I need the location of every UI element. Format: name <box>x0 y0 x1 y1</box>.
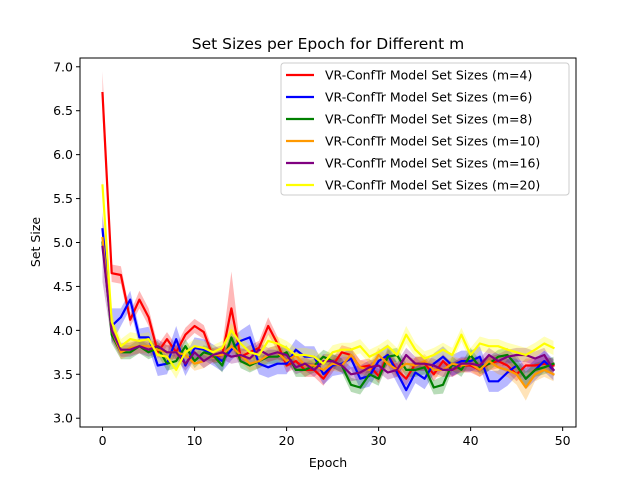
y-tick-label: 4.5 <box>53 279 73 294</box>
series-line-2 <box>101 228 556 392</box>
chart-title: Set Sizes per Epoch for Different m <box>192 35 464 53</box>
x-tick-label: 20 <box>279 433 295 448</box>
x-tick-label: 40 <box>463 433 479 448</box>
y-tick-label: 5.0 <box>53 235 73 250</box>
legend-entry-5: VR-ConfTr Model Set Sizes (m=16) <box>325 156 540 171</box>
series-line-5 <box>101 245 556 376</box>
series-line-6 <box>101 184 555 371</box>
y-tick-label: 4.0 <box>53 323 73 338</box>
legend-entry-4: VR-ConfTr Model Set Sizes (m=10) <box>325 134 540 149</box>
legend-entry-1: VR-ConfTr Model Set Sizes (m=4) <box>325 68 532 83</box>
legend-entry-3: VR-ConfTr Model Set Sizes (m=8) <box>325 112 532 127</box>
legend-entry-6: VR-ConfTr Model Set Sizes (m=20) <box>325 178 540 193</box>
y-tick-label: 6.5 <box>53 103 73 118</box>
x-tick-label: 30 <box>371 433 387 448</box>
x-axis-label: Epoch <box>309 455 347 470</box>
y-axis-label: Set Size <box>28 217 43 267</box>
y-axis-ticks: 3.0 3.5 4.0 4.5 5.0 5.5 6.0 6.5 7.0 <box>53 59 80 426</box>
legend-entry-2: VR-ConfTr Model Set Sizes (m=6) <box>325 90 532 105</box>
legend-box <box>280 62 570 196</box>
legend: VR-ConfTr Model Set Sizes (m=4) VR-ConfTr… <box>280 62 570 196</box>
x-tick-label: 10 <box>187 433 203 448</box>
x-tick-label: 50 <box>555 433 571 448</box>
x-tick-label: 0 <box>99 433 107 448</box>
y-tick-label: 6.0 <box>53 147 73 162</box>
y-tick-label: 5.5 <box>53 191 73 206</box>
x-axis-ticks: 0 10 20 30 40 50 <box>99 427 571 448</box>
y-tick-label: 3.0 <box>53 411 73 426</box>
series-lines <box>101 91 556 392</box>
y-tick-label: 3.5 <box>53 367 73 382</box>
y-tick-label: 7.0 <box>53 59 73 74</box>
